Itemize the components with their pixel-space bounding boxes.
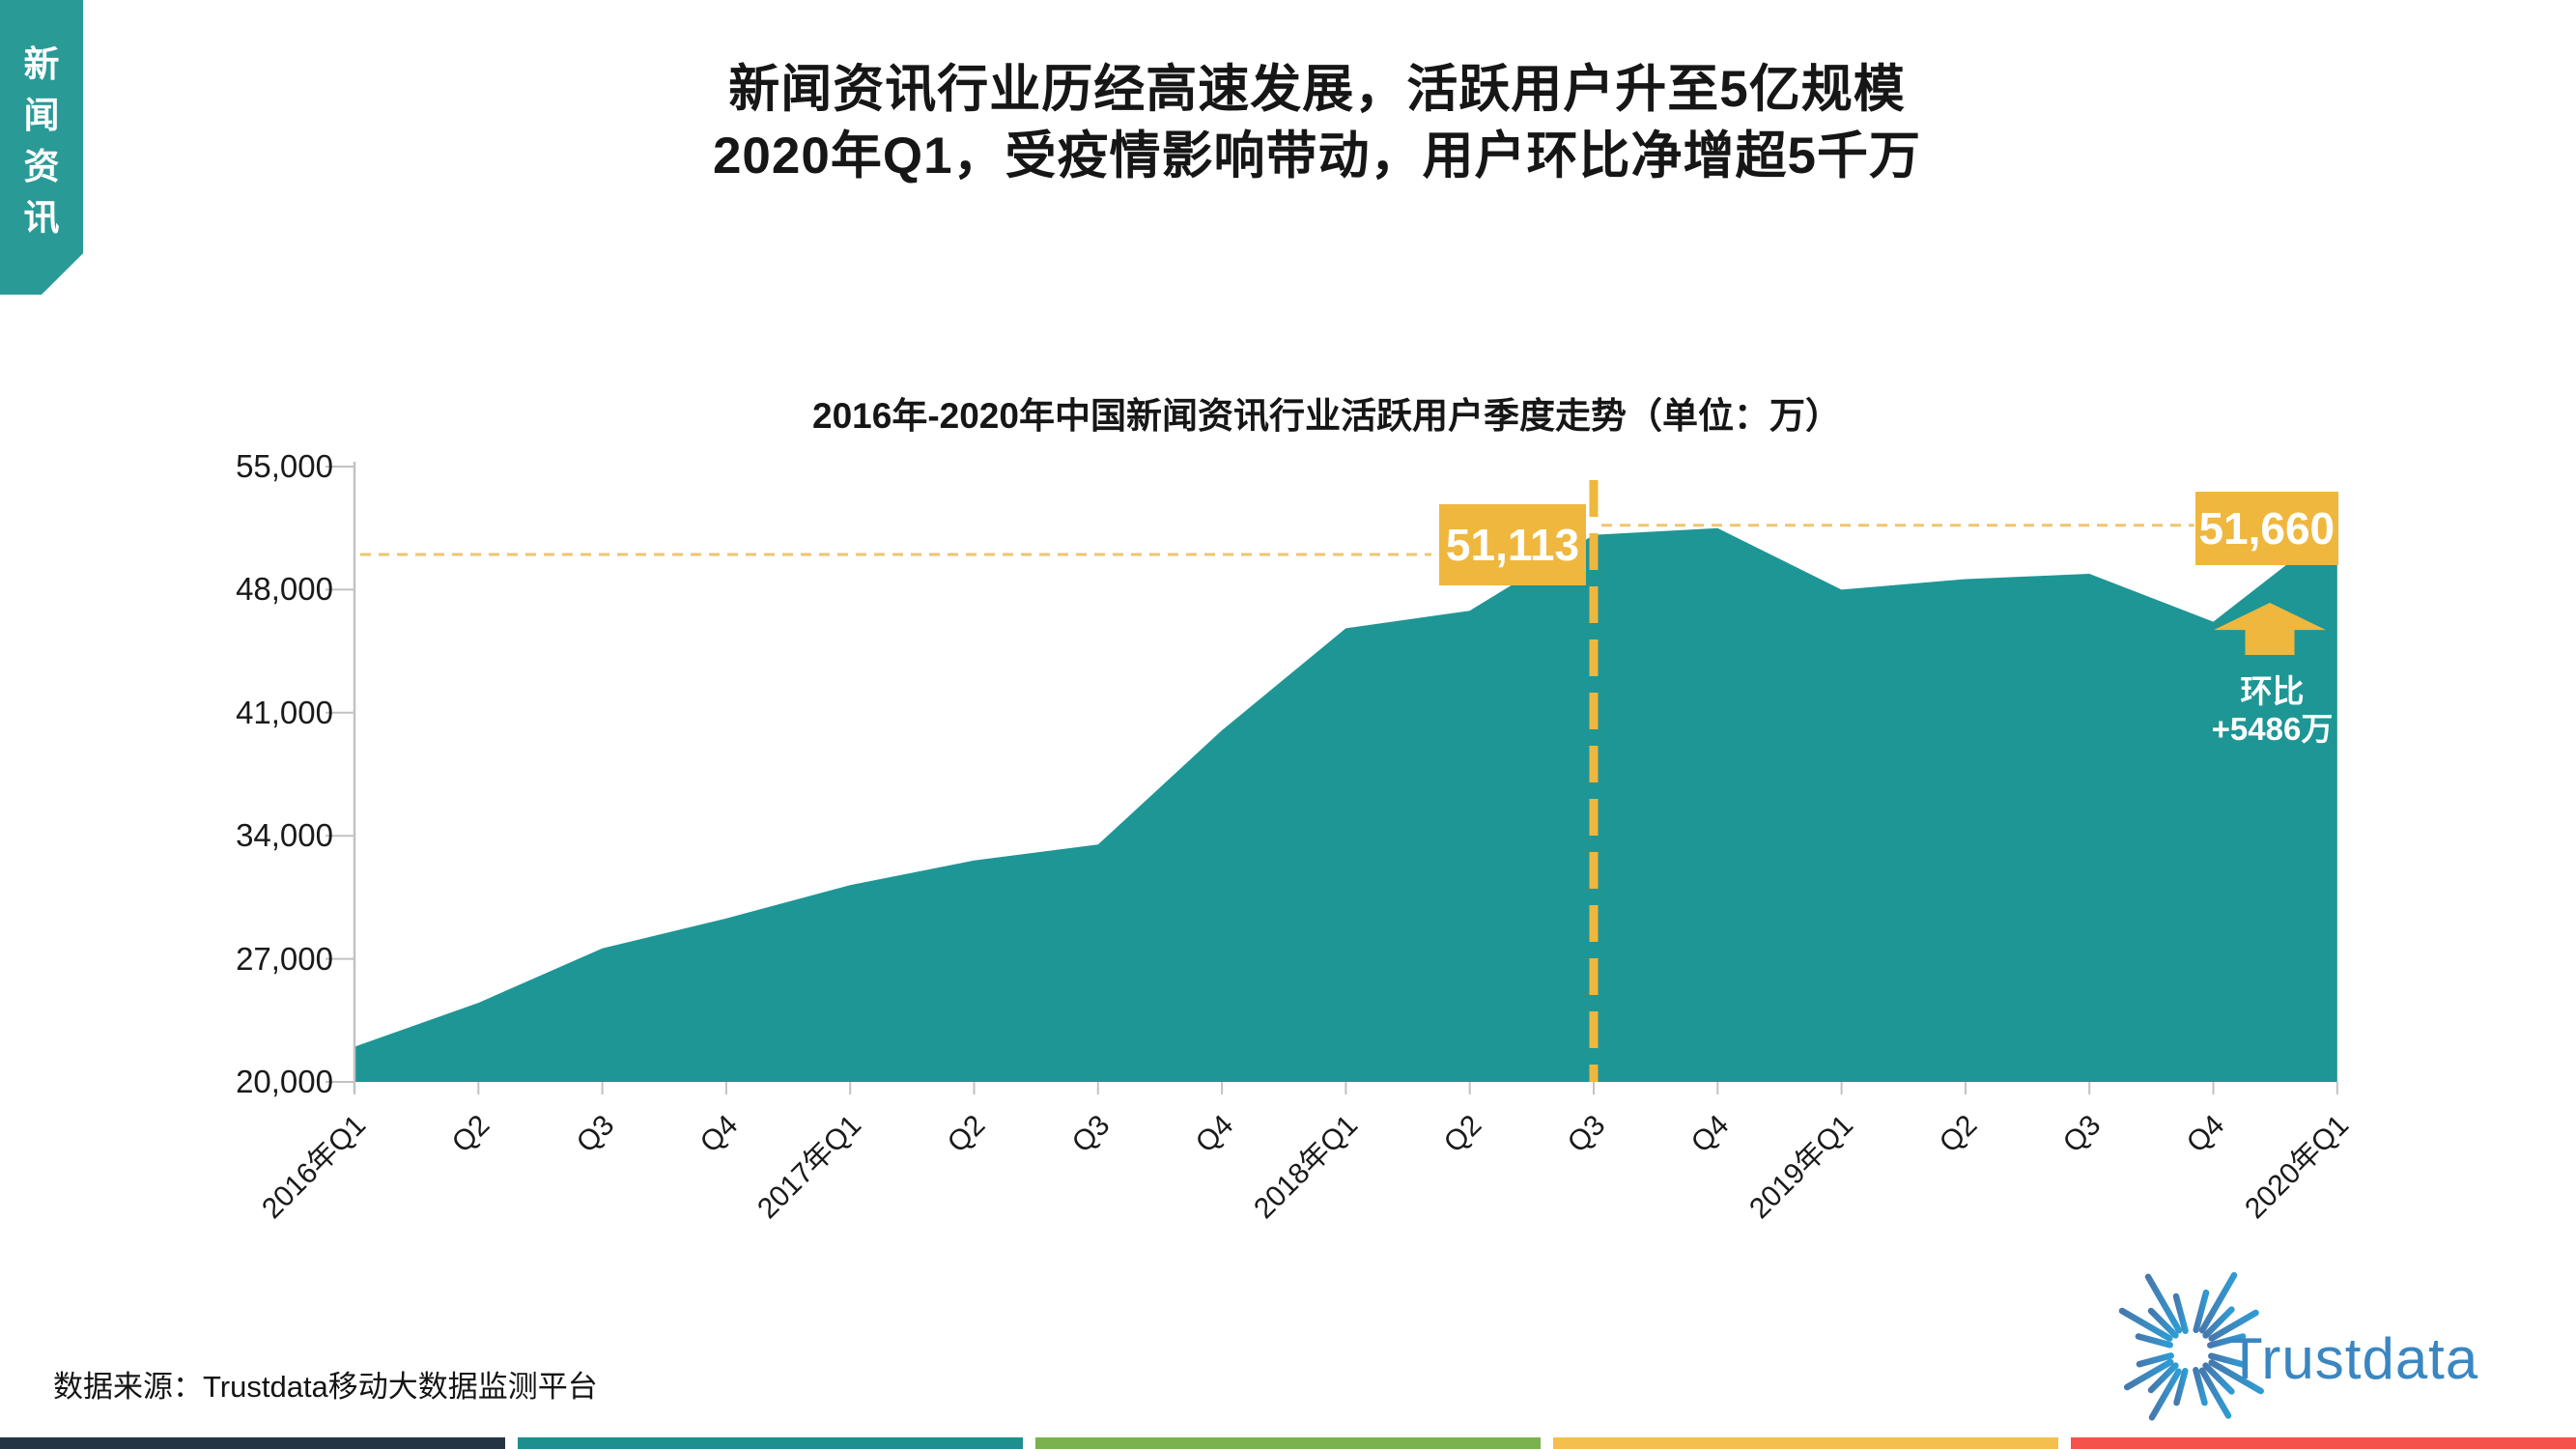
corner-ribbon: 新闻资讯 (0, 0, 83, 295)
starburst-ray (2208, 1309, 2259, 1342)
footer-bar (1553, 1437, 2058, 1449)
ribbon-char: 闻 (23, 96, 60, 135)
source-note: 数据来源：Trustdata移动大数据监测平台 (53, 1370, 598, 1404)
chart-title: 2016年-2020年中国新闻资讯行业活跃用户季度走势（单位：万） (812, 396, 1841, 436)
qoq-note-line1: 环比 (2240, 673, 2305, 709)
starburst-ray (2208, 1352, 2249, 1369)
y-axis-label: 41,000 (236, 694, 333, 730)
starburst-ray (2202, 1306, 2235, 1339)
ribbon-char: 新 (23, 44, 60, 84)
axes (326, 462, 2338, 1094)
starburst-ray (2193, 1289, 2210, 1333)
starburst-ray (2172, 1293, 2189, 1334)
starburst-ray (2193, 1367, 2208, 1406)
starburst-ray (2207, 1333, 2247, 1349)
trustdata-logo-text: Trustdata (2227, 1326, 2479, 1391)
page-title: 新闻资讯行业历经高速发展，活跃用户升至5亿规模 2020年Q1，受疫情影响带动，… (58, 56, 2576, 189)
starburst-ray (2198, 1271, 2238, 1334)
ribbon-char: 讯 (23, 198, 60, 238)
ribbon-char: 资 (23, 147, 60, 186)
starburst-ray (2173, 1368, 2189, 1406)
starburst-ray (2202, 1362, 2235, 1395)
starburst-ray (2135, 1333, 2173, 1349)
y-axis-label: 20,000 (236, 1064, 333, 1099)
y-axis-label: 34,000 (236, 817, 333, 854)
starburst-ray (2148, 1368, 2182, 1421)
page-title-line1: 新闻资讯行业历经高速发展，活跃用户升至5亿规模 (728, 61, 1906, 118)
starburst-ray (2147, 1362, 2179, 1394)
page-title-line2: 2020年Q1，受疫情影响带动，用户环比净增超5千万 (712, 128, 1922, 185)
qoq-note-line2: +5486万 (2211, 711, 2334, 747)
y-axis-label: 48,000 (236, 571, 333, 608)
footer-bar (0, 1437, 505, 1449)
peak-value-badge: 51,113 (1439, 504, 1586, 585)
starburst-ray (2208, 1359, 2264, 1395)
latest-value-badge: 51,660 (2194, 492, 2338, 565)
starburst-ray (2147, 1307, 2179, 1339)
qoq-note: 环比 +5486万 (2178, 672, 2366, 748)
footer-bar (518, 1437, 1023, 1449)
y-axis-label: 55,000 (236, 448, 333, 484)
guide-lines (360, 480, 2194, 1082)
starburst-ray (2198, 1367, 2232, 1419)
y-axis-label: 27,000 (236, 940, 333, 977)
trustdata-starburst-icon (2118, 1264, 2272, 1424)
footer-bar (1035, 1437, 1541, 1449)
area-series (354, 525, 2337, 1082)
starburst-ray (2144, 1273, 2183, 1334)
starburst-ray (2123, 1358, 2174, 1391)
footer-bar (2071, 1437, 2576, 1449)
footer-color-bars (0, 1437, 2576, 1449)
starburst-ray (2136, 1352, 2174, 1368)
starburst-ray (2118, 1307, 2173, 1342)
